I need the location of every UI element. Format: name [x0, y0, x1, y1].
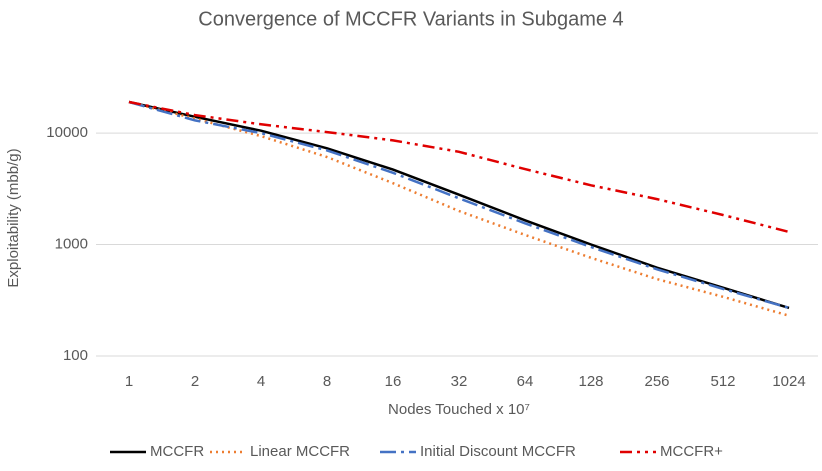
x-tick-label: 1024	[772, 373, 805, 390]
x-tick-label: 64	[517, 373, 534, 390]
x-axis-label: Nodes Touched x 10⁷	[388, 401, 530, 418]
series-line	[128, 100, 790, 234]
x-tick-label: 32	[451, 373, 468, 390]
x-tick-label: 8	[323, 373, 331, 390]
series-line	[128, 100, 790, 317]
series-line	[128, 100, 790, 310]
x-tick-label: 128	[578, 373, 603, 390]
x-tick-label: 512	[710, 373, 735, 390]
legend-label: MCCFR	[150, 443, 204, 460]
legend-label: MCCFR+	[660, 443, 723, 460]
x-tick-label: 4	[257, 373, 265, 390]
y-tick-label: 100	[63, 347, 88, 364]
x-tick-label: 256	[644, 373, 669, 390]
y-tick-label: 1000	[55, 236, 88, 253]
x-tick-label: 1	[125, 373, 133, 390]
y-tick-label: 10000	[46, 124, 88, 141]
legend-label: Linear MCCFR	[250, 443, 350, 460]
chart-title: Convergence of MCCFR Variants in Subgame…	[198, 8, 623, 30]
legend-label: Initial Discount MCCFR	[420, 443, 576, 460]
y-axis-label: Exploitability (mbb/g)	[5, 148, 22, 287]
x-tick-label: 2	[191, 373, 199, 390]
x-tick-label: 16	[385, 373, 402, 390]
